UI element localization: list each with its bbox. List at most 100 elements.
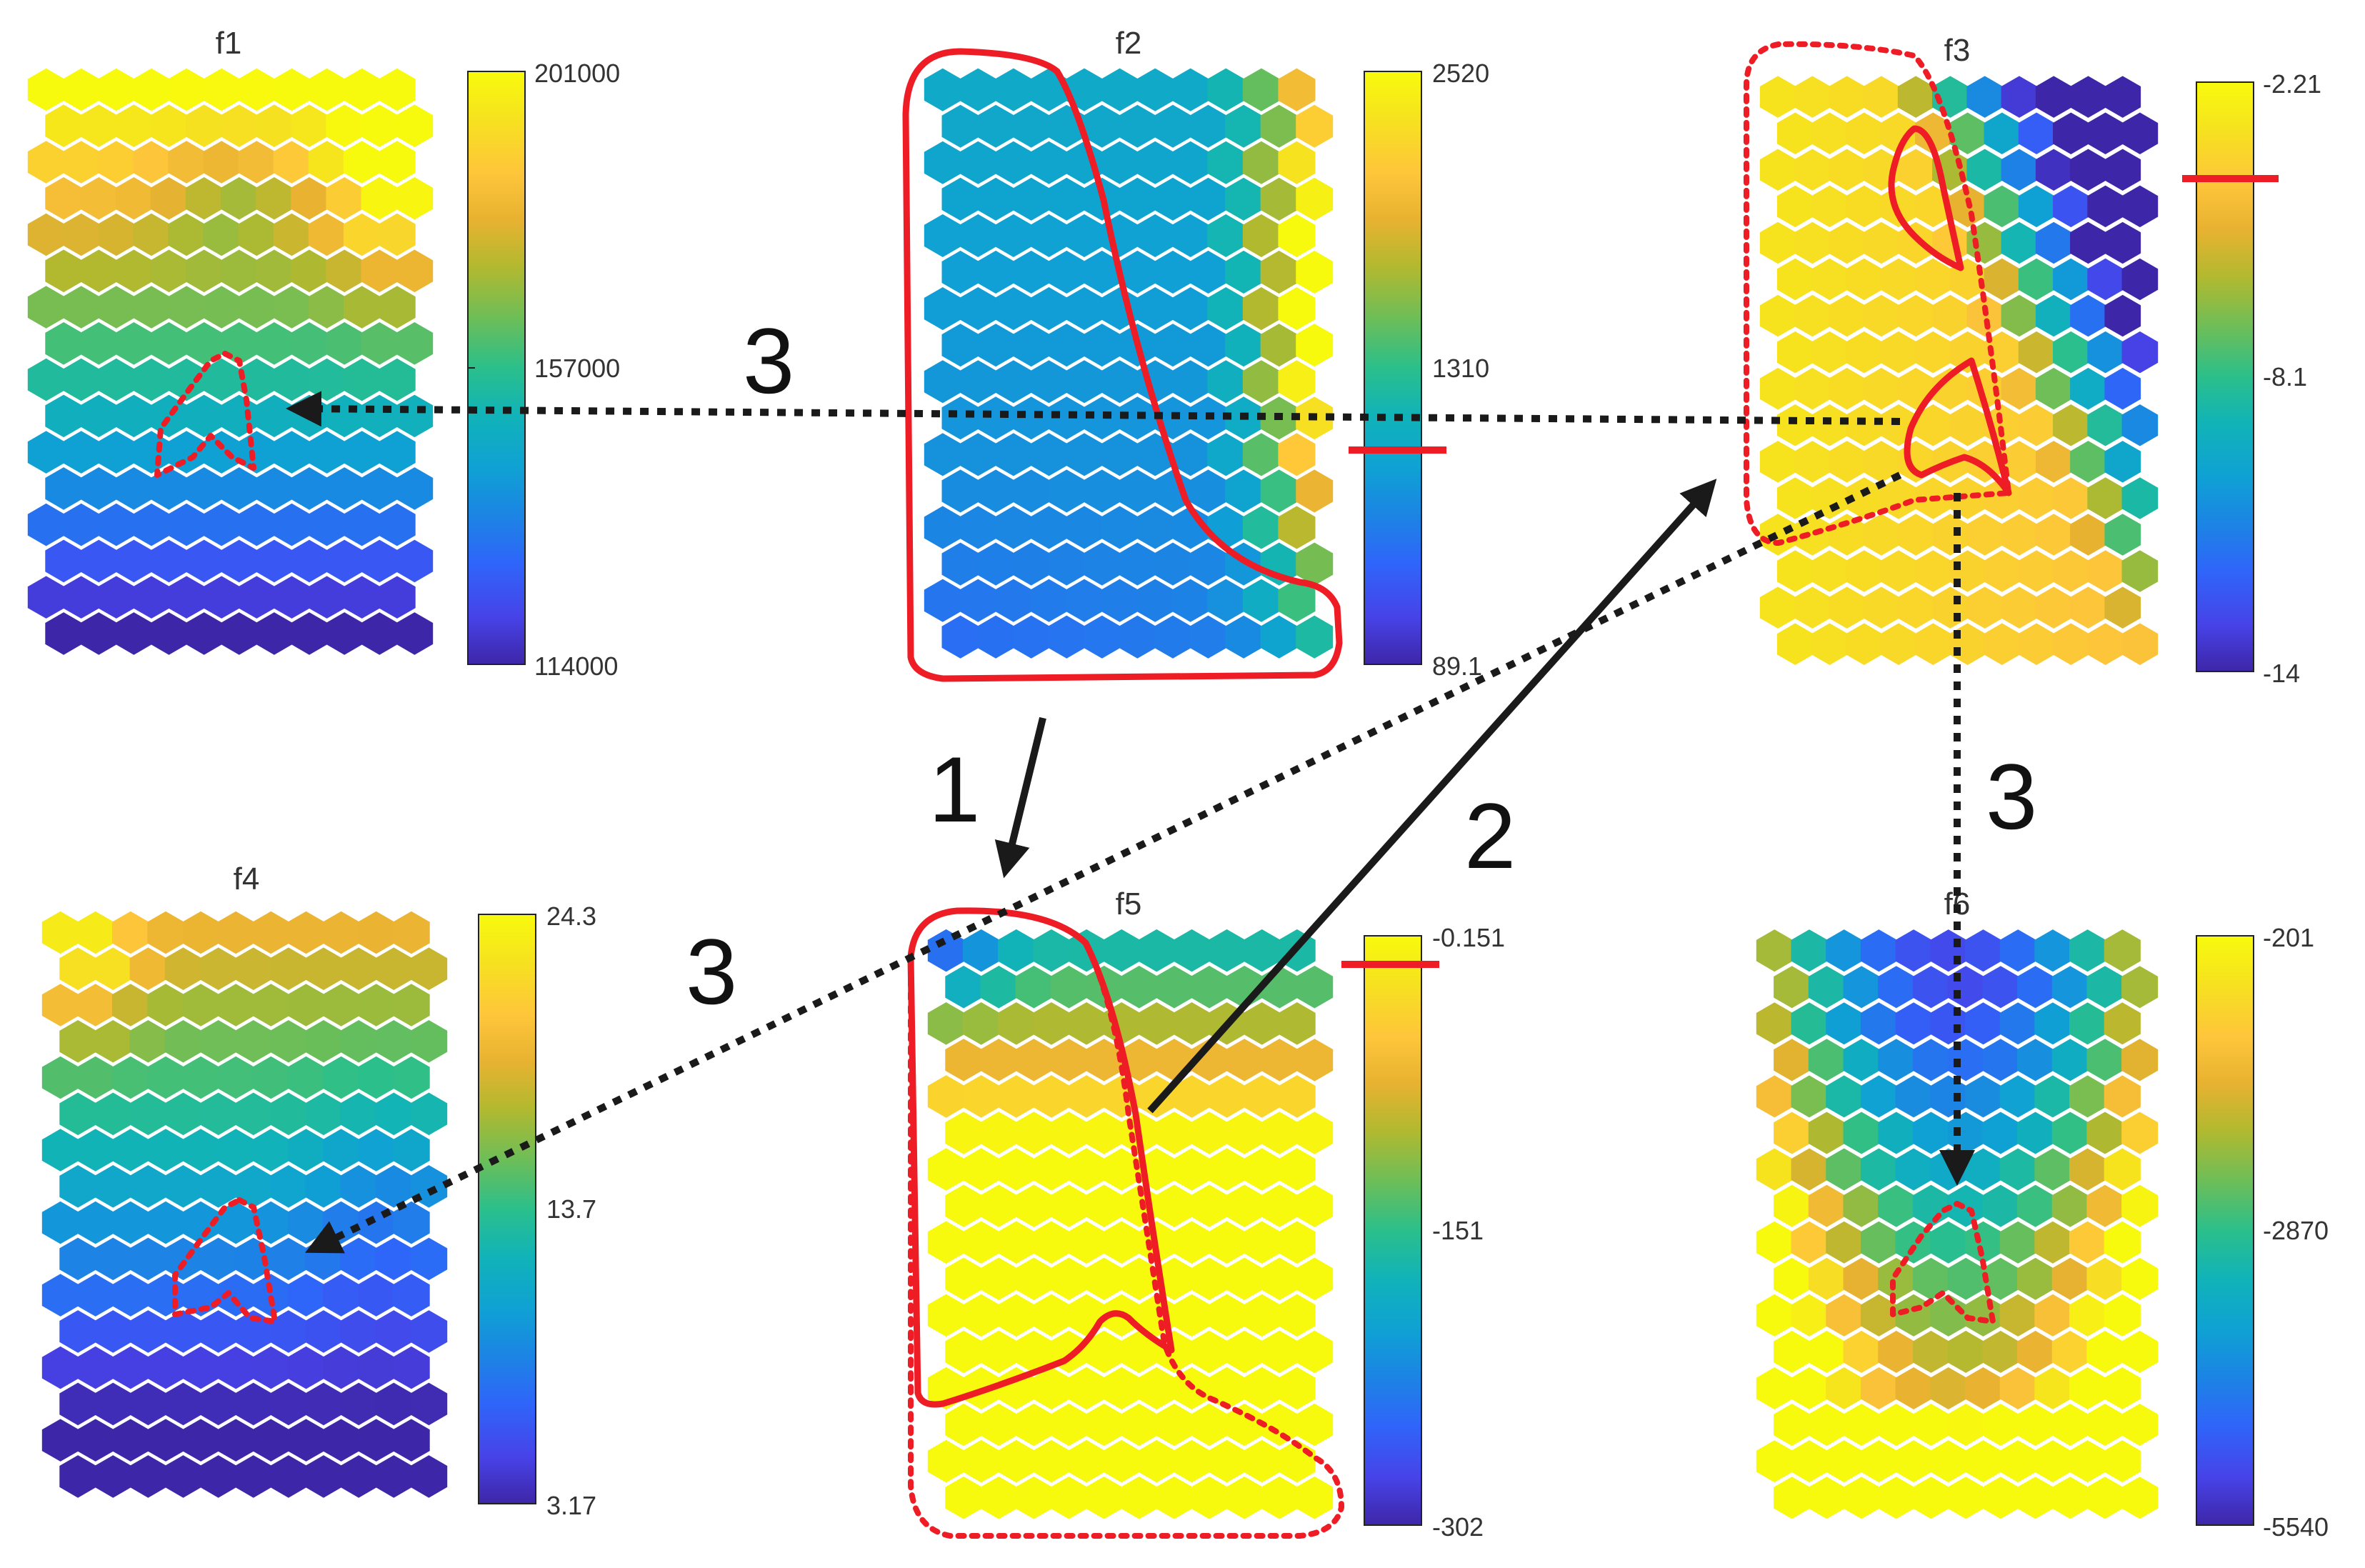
- hex-cell: [1912, 1112, 1949, 1154]
- hex-cell: [291, 394, 328, 438]
- colorbar-f1-mid: 157000: [534, 354, 620, 383]
- hex-cell: [1296, 615, 1334, 659]
- hex-cell: [1121, 1403, 1158, 1447]
- hex-cell: [1033, 1367, 1070, 1410]
- hex-cell: [1774, 1257, 1811, 1300]
- hex-cell: [1050, 1112, 1088, 1154]
- hex-cell: [2018, 550, 2055, 592]
- hex-cell: [1895, 1075, 1932, 1118]
- colorbar-f1-min: 114000: [534, 651, 618, 681]
- hex-cell: [133, 141, 170, 184]
- hex-cell: [2018, 331, 2055, 374]
- hex-cell: [977, 324, 1015, 367]
- hex-cell: [1846, 477, 1883, 519]
- hex-cell: [76, 984, 114, 1027]
- hex-cell: [1930, 1002, 1967, 1045]
- hex-cell: [80, 177, 118, 220]
- hex-cell: [375, 1020, 413, 1063]
- hex-cell: [76, 1419, 114, 1462]
- hex-cell: [393, 1346, 430, 1389]
- hex-cell: [2087, 404, 2124, 446]
- hex-cell: [322, 1129, 360, 1172]
- hex-cell: [115, 249, 153, 293]
- hex-cell: [112, 1346, 149, 1389]
- hex-cell: [287, 1274, 325, 1317]
- hexmap-f2: [924, 68, 1334, 659]
- panel-f5: f5 -0.151 -151 -302: [907, 887, 1505, 1542]
- hex-cell: [1860, 1294, 1897, 1337]
- hex-cell: [1226, 1039, 1263, 1082]
- hex-cell: [203, 503, 240, 546]
- hex-cell: [1863, 514, 1900, 556]
- hex-cell: [1261, 1403, 1299, 1447]
- hex-cell: [27, 68, 65, 111]
- hex-cell: [1261, 1112, 1299, 1154]
- hex-cell: [1015, 965, 1053, 1009]
- hex-cell: [238, 431, 276, 474]
- hex-cell: [962, 929, 1000, 972]
- hex-cell: [238, 141, 276, 184]
- hex-cell: [273, 358, 311, 401]
- hex-cell: [80, 612, 118, 655]
- hex-cell: [1759, 221, 1796, 264]
- hex-cell: [1033, 1148, 1070, 1191]
- hex-cell: [287, 1419, 325, 1462]
- hex-cell: [59, 947, 96, 990]
- hex-cell: [1776, 477, 1814, 519]
- hex-cell: [308, 576, 346, 619]
- hex-cell: [235, 1455, 272, 1498]
- hex-cell: [235, 947, 272, 990]
- hex-cell: [221, 104, 258, 147]
- hex-cell: [115, 104, 153, 147]
- hex-cell: [1173, 929, 1211, 972]
- hex-cell: [980, 1257, 1018, 1301]
- hex-cell: [1136, 579, 1174, 622]
- hex-cell: [256, 104, 293, 147]
- hex-cell: [1965, 1367, 2002, 1409]
- hex-cell: [1915, 550, 1951, 592]
- hex-cell: [326, 539, 363, 583]
- region-outline-f3-large: [1744, 41, 2011, 546]
- hex-cell: [80, 249, 118, 293]
- hex-cell: [1156, 1039, 1193, 1082]
- hex-cell: [203, 431, 240, 474]
- hex-cell: [98, 503, 135, 546]
- hex-cell: [340, 1310, 377, 1353]
- hex-cell: [1278, 433, 1316, 476]
- hex-cell: [1050, 1476, 1088, 1519]
- hex-cell: [45, 539, 82, 583]
- hex-cell: [217, 984, 254, 1027]
- hex-cell: [1791, 1440, 1828, 1483]
- hex-cell: [2104, 441, 2141, 483]
- hex-cell: [977, 250, 1015, 294]
- hex-cell: [1050, 1403, 1088, 1447]
- hex-cell: [1930, 1367, 1967, 1409]
- hex-cell: [1915, 623, 1951, 665]
- hex-cell: [326, 394, 363, 438]
- hex-cell: [1897, 367, 1934, 410]
- hex-cell: [2121, 1404, 2159, 1447]
- hex-cell: [1984, 185, 2021, 228]
- hex-cell: [112, 1056, 149, 1099]
- hex-cell: [1191, 1330, 1228, 1374]
- hex-cell: [133, 576, 170, 619]
- hex-cell: [1154, 615, 1191, 659]
- hex-cell: [1808, 1477, 1845, 1519]
- hex-cell: [927, 1148, 965, 1191]
- hex-cell: [1242, 287, 1280, 331]
- hex-cell: [80, 394, 118, 438]
- hex-cell: [2017, 1404, 2054, 1447]
- hex-cell: [340, 1237, 377, 1281]
- hex-cell: [150, 612, 188, 655]
- hex-cell: [182, 1419, 219, 1462]
- hex-cell: [2087, 258, 2124, 301]
- hex-cell: [396, 467, 434, 510]
- hex-cell: [270, 1092, 307, 1136]
- hex-cell: [199, 1165, 237, 1208]
- hex-cell: [2053, 112, 2089, 154]
- hex-cell: [1999, 1367, 2036, 1409]
- hex-cell: [76, 1274, 114, 1317]
- hex-cell: [164, 1237, 202, 1281]
- hex-cell: [45, 612, 82, 655]
- hex-cell: [1296, 250, 1334, 294]
